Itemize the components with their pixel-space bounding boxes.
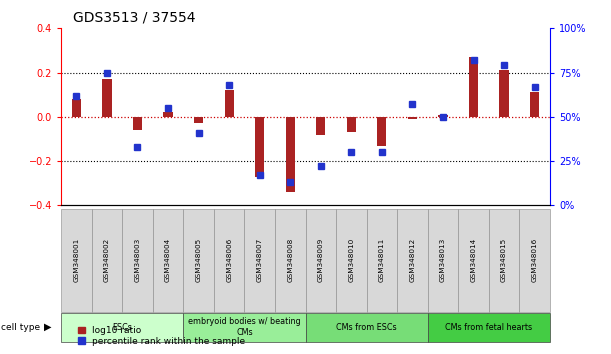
Text: CMs from fetal hearts: CMs from fetal hearts <box>445 322 532 332</box>
Text: GSM348003: GSM348003 <box>134 238 141 282</box>
Bar <box>489 209 519 312</box>
Bar <box>519 209 550 312</box>
Bar <box>428 209 458 312</box>
Text: GSM348004: GSM348004 <box>165 238 171 282</box>
Bar <box>164 113 172 117</box>
Bar <box>530 92 540 117</box>
Bar <box>72 99 81 117</box>
Text: GSM348005: GSM348005 <box>196 238 202 282</box>
Bar <box>438 115 447 117</box>
Bar <box>500 70 508 117</box>
Text: GSM348006: GSM348006 <box>226 238 232 282</box>
Bar <box>306 209 336 312</box>
Text: GSM348011: GSM348011 <box>379 238 385 282</box>
Bar <box>428 313 550 342</box>
Text: GSM348010: GSM348010 <box>348 238 354 282</box>
Bar <box>346 117 356 132</box>
Bar <box>316 117 326 135</box>
Bar <box>367 209 397 312</box>
Bar <box>92 209 122 312</box>
Bar <box>336 209 367 312</box>
Text: GDS3513 / 37554: GDS3513 / 37554 <box>73 11 196 25</box>
Text: ▶: ▶ <box>44 322 51 332</box>
Bar <box>103 79 111 117</box>
Bar <box>377 117 386 145</box>
Bar <box>61 209 92 312</box>
Bar <box>275 209 306 312</box>
Text: GSM348013: GSM348013 <box>440 238 446 282</box>
Bar <box>214 209 244 312</box>
Bar <box>153 209 183 312</box>
Bar <box>122 209 153 312</box>
Text: GSM348014: GSM348014 <box>470 238 477 282</box>
Text: GSM348015: GSM348015 <box>501 238 507 282</box>
Text: CMs from ESCs: CMs from ESCs <box>336 322 397 332</box>
Bar <box>397 209 428 312</box>
Text: cell type: cell type <box>1 322 40 332</box>
Text: GSM348008: GSM348008 <box>287 238 293 282</box>
Bar <box>458 209 489 312</box>
Bar <box>244 209 275 312</box>
Bar <box>194 117 203 124</box>
Bar <box>255 117 264 177</box>
Bar <box>224 90 233 117</box>
Text: ESCs: ESCs <box>112 322 132 332</box>
Text: GSM348016: GSM348016 <box>532 238 538 282</box>
Text: GSM348001: GSM348001 <box>73 238 79 282</box>
Text: GSM348002: GSM348002 <box>104 238 110 282</box>
Bar <box>183 209 214 312</box>
Legend: log10 ratio, percentile rank within the sample: log10 ratio, percentile rank within the … <box>78 326 246 346</box>
Bar <box>133 117 142 130</box>
Bar <box>469 57 478 117</box>
Text: GSM348007: GSM348007 <box>257 238 263 282</box>
Bar <box>61 313 183 342</box>
Bar <box>183 313 306 342</box>
Text: GSM348012: GSM348012 <box>409 238 415 282</box>
Text: embryoid bodies w/ beating
CMs: embryoid bodies w/ beating CMs <box>188 318 301 337</box>
Text: GSM348009: GSM348009 <box>318 238 324 282</box>
Bar <box>408 117 417 119</box>
Bar <box>285 117 295 192</box>
Bar <box>306 313 428 342</box>
